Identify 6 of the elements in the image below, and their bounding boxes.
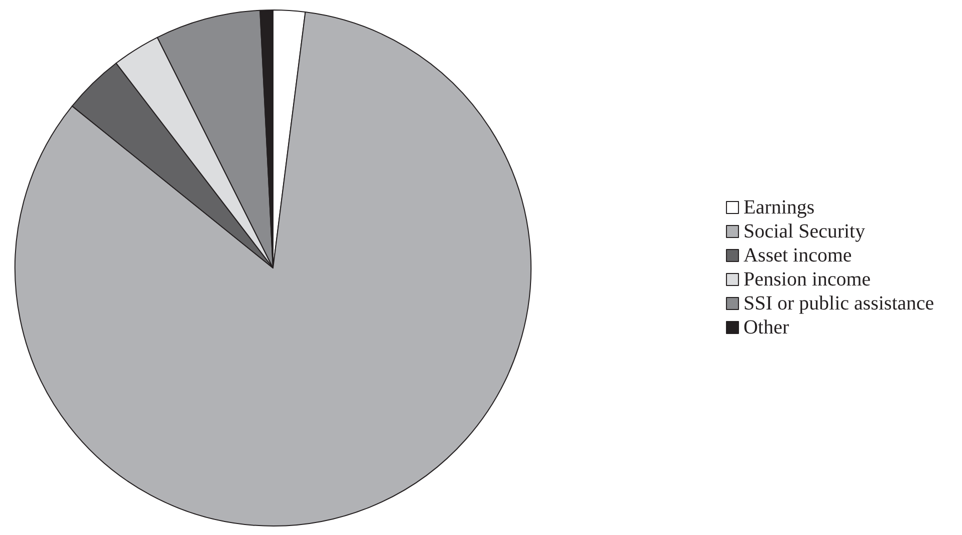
legend-label: Social Security [743, 220, 866, 242]
legend-label: Earnings [743, 196, 815, 218]
legend-label: Other [743, 316, 790, 338]
legend-label: Asset income [743, 244, 852, 266]
legend-label: Pension income [743, 268, 871, 290]
legend-label: SSI or public assistance [743, 292, 934, 314]
